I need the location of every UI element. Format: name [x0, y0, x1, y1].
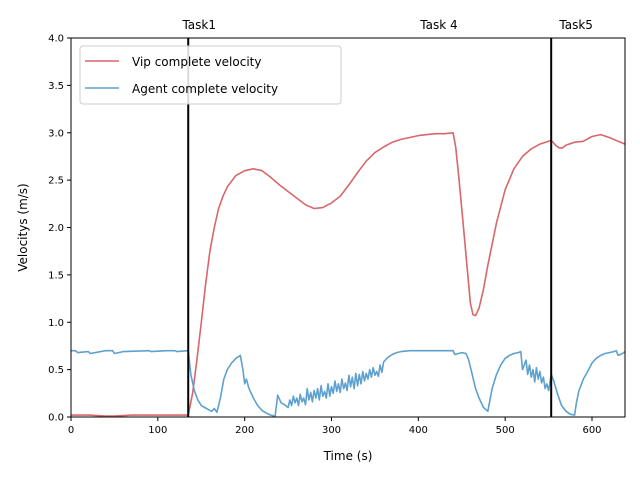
- y-tick-label: 1.5: [48, 270, 64, 281]
- series-line-agent: [71, 349, 625, 417]
- x-axis: 0 100 200 300 400 500 600: [68, 417, 602, 436]
- y-tick-label: 3.0: [48, 128, 64, 139]
- task-markers: Task1 Task5: [181, 18, 593, 417]
- y-tick-label: 2.0: [48, 223, 64, 234]
- legend: Vip complete velocity Agent complete velo…: [79, 45, 342, 105]
- task-annotation-label: Task 4: [419, 18, 457, 32]
- y-tick-label: 1.0: [48, 318, 64, 329]
- y-tick-label: 0.0: [48, 413, 64, 424]
- x-tick-label: 0: [68, 425, 74, 436]
- x-tick-label: 100: [148, 425, 167, 436]
- legend-box: [79, 45, 342, 105]
- x-tick-label: 400: [409, 425, 428, 436]
- task-marker-label: Task5: [558, 18, 593, 32]
- series-line-vip: [71, 132, 625, 417]
- legend-label: Agent complete velocity: [132, 82, 278, 96]
- y-axis: 0.0 0.5 1.0 1.5 2.0 2.5 3.0 3.5 4.0: [48, 34, 71, 424]
- series-group: [71, 132, 625, 417]
- annotations: Task 4: [419, 18, 457, 32]
- y-axis-label: Velocitys (m/s): [16, 183, 30, 272]
- y-tick-label: 2.5: [48, 176, 64, 187]
- y-tick-label: 0.5: [48, 365, 64, 376]
- x-tick-label: 200: [235, 425, 254, 436]
- y-tick-label: 3.5: [48, 81, 64, 92]
- legend-label: Vip complete velocity: [132, 55, 261, 69]
- x-tick-label: 600: [582, 425, 601, 436]
- x-axis-label: Time (s): [323, 449, 373, 463]
- x-tick-label: 300: [322, 425, 341, 436]
- x-tick-label: 500: [496, 425, 515, 436]
- y-tick-label: 4.0: [48, 34, 64, 45]
- task-marker-label: Task1: [181, 18, 216, 32]
